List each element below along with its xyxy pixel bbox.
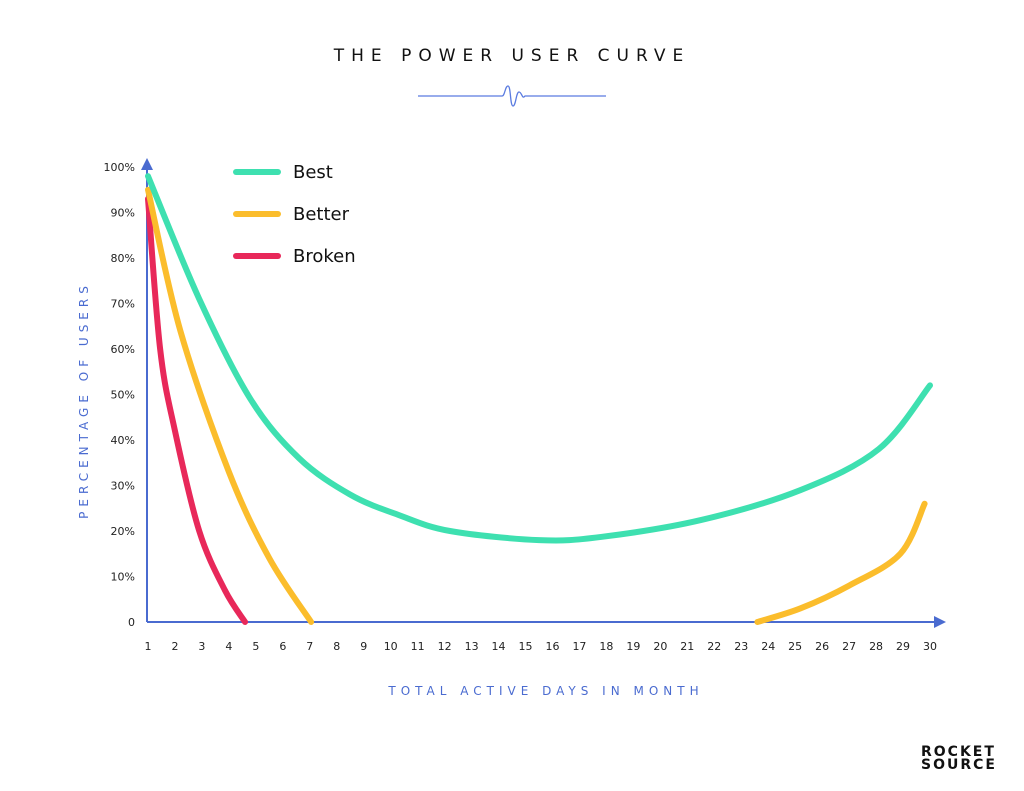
rocketsource-logo: ROCKET SOURCE [921,744,997,773]
legend: Best Better Broken [233,162,356,267]
x-tick-label: 21 [680,640,694,653]
x-tick-label: 30 [923,640,937,653]
x-tick-label: 29 [896,640,910,653]
x-tick-label: 1 [145,640,152,653]
x-tick-label: 14 [492,640,506,653]
series-better-line [145,186,315,625]
x-tick-label: 10 [384,640,398,653]
x-axis-label: TOTAL ACTIVE DAYS IN MONTH [387,684,703,698]
y-tick-label: 50% [111,389,135,402]
y-tick-label: 20% [111,525,135,538]
y-tick-label: 70% [111,298,135,311]
series-better-line [754,500,928,625]
x-tick-label: 2 [171,640,178,653]
series-best-line [145,173,933,544]
x-tick-label: 12 [438,640,452,653]
x-tick-label: 3 [198,640,205,653]
x-tick-label: 20 [653,640,667,653]
y-tick-label: 0 [128,616,135,629]
y-tick-label: 90% [111,207,135,220]
x-tick-label: 19 [626,640,640,653]
y-tick-label: 40% [111,434,135,447]
axes [141,158,946,628]
legend-label-broken: Broken [293,246,356,267]
legend-label-best: Best [293,162,333,183]
x-tick-label: 17 [572,640,586,653]
x-tick-label: 25 [788,640,802,653]
logo-line2: SOURCE [921,757,997,773]
y-tick-label: 100% [104,161,135,174]
x-tick-label: 22 [707,640,721,653]
x-tick-label: 13 [465,640,479,653]
y-tick-label: 60% [111,343,135,356]
y-tick-label: 80% [111,252,135,265]
y-axis-arrow-icon [141,158,153,170]
x-tick-label: 4 [225,640,232,653]
x-tick-label: 27 [842,640,856,653]
x-tick-label: 23 [734,640,748,653]
y-tick-label: 30% [111,480,135,493]
x-tick-label: 8 [333,640,340,653]
x-tick-label: 16 [545,640,559,653]
x-tick-label: 7 [306,640,313,653]
chart-title: THE POWER USER CURVE [333,46,690,66]
x-tick-label: 9 [360,640,367,653]
legend-label-better: Better [293,204,350,225]
x-tick-label: 24 [761,640,775,653]
x-tick-label: 11 [411,640,425,653]
x-tick-label: 26 [815,640,829,653]
x-tick-label: 5 [252,640,259,653]
logo-line1: ROCKET [921,744,996,760]
y-tick-label: 10% [111,571,135,584]
title-divider-wave [418,85,606,107]
y-axis-label: PERCENTAGE OF USERS [77,281,91,519]
x-tick-label: 18 [599,640,613,653]
x-axis-arrow-icon [934,616,946,628]
x-tick-label: 15 [519,640,533,653]
x-tick-label: 28 [869,640,883,653]
series-broken-line [145,195,249,625]
x-tick-label: 6 [279,640,286,653]
